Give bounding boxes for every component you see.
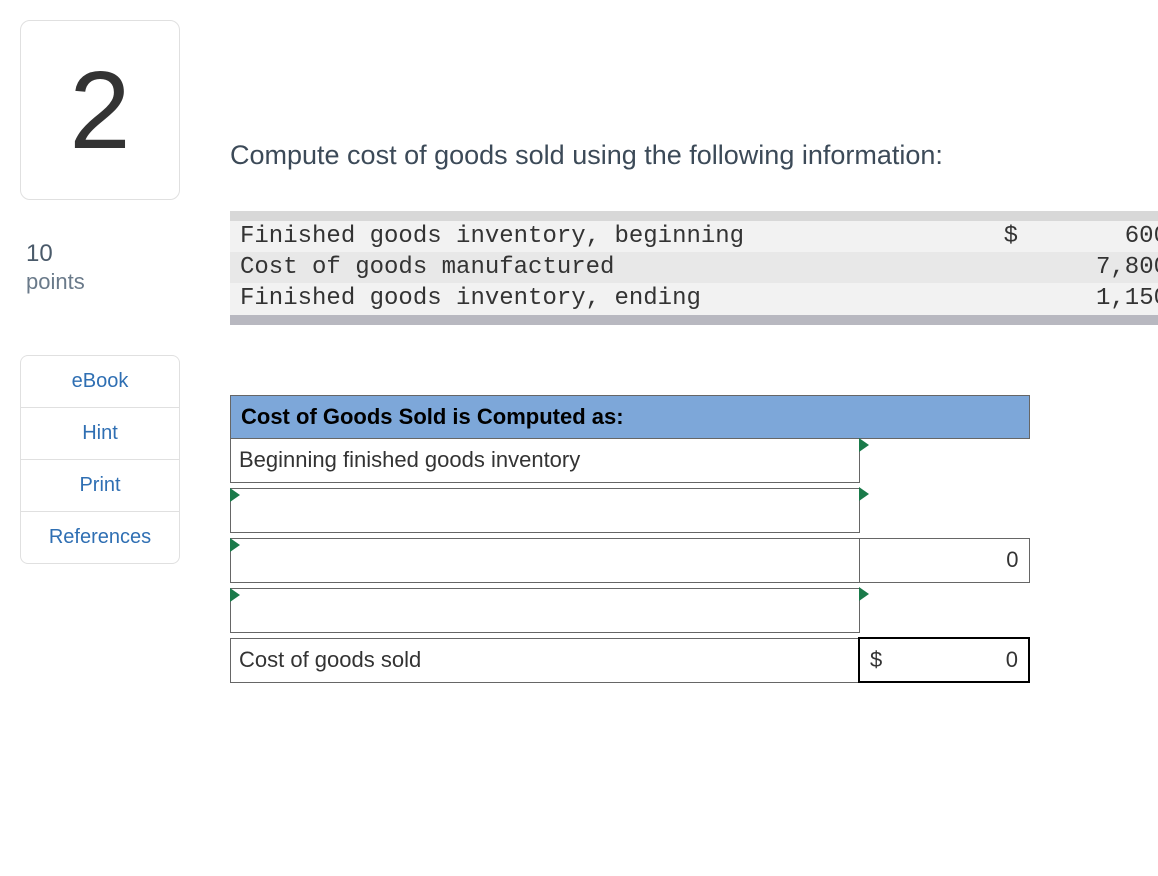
points-value: 10 [26, 240, 190, 269]
hint-link[interactable]: Hint [20, 407, 180, 459]
info-top-bar [230, 211, 1158, 221]
calc-value-input[interactable]: 0 [859, 538, 1029, 582]
points-block: 10 points [20, 240, 190, 295]
calc-header: Cost of Goods Sold is Computed as: [231, 395, 1030, 438]
info-bottom-bar [230, 315, 1158, 325]
info-symbol: $ [988, 221, 1028, 252]
calc-value-input[interactable] [859, 488, 1029, 532]
info-symbol [988, 252, 1028, 283]
ebook-link[interactable]: eBook [20, 355, 180, 407]
calc-value-input[interactable] [859, 588, 1029, 632]
calc-value-input[interactable] [859, 438, 1029, 482]
calc-label-input[interactable] [231, 538, 860, 582]
info-label: Cost of goods manufactured [230, 252, 988, 283]
calc-label-input[interactable] [231, 588, 860, 632]
calc-total-label: Cost of goods sold [231, 638, 860, 682]
info-value: 1,150 [1028, 283, 1158, 314]
calc-row-label: Beginning finished goods inventory [231, 438, 860, 482]
info-value: 600 [1028, 221, 1158, 252]
question-prompt: Compute cost of goods sold using the fol… [230, 140, 1158, 171]
print-link[interactable]: Print [20, 459, 180, 511]
calc-label-input[interactable] [231, 488, 860, 532]
calculation-table: Cost of Goods Sold is Computed as: Begin… [230, 395, 1030, 684]
info-value: 7,800 [1028, 252, 1158, 283]
info-label: Finished goods inventory, beginning [230, 221, 988, 252]
dollar-sign: $ [870, 647, 882, 673]
calc-total-amount: 0 [1006, 647, 1018, 672]
info-symbol [988, 283, 1028, 314]
nav-links: eBook Hint Print References [20, 355, 180, 564]
question-number-badge: 2 [20, 20, 180, 200]
calc-total-value: $ 0 [859, 638, 1029, 682]
references-link[interactable]: References [20, 511, 180, 564]
points-label: points [26, 269, 190, 295]
info-label: Finished goods inventory, ending [230, 283, 988, 314]
given-info-table: Finished goods inventory, beginning $ 60… [230, 211, 1158, 325]
